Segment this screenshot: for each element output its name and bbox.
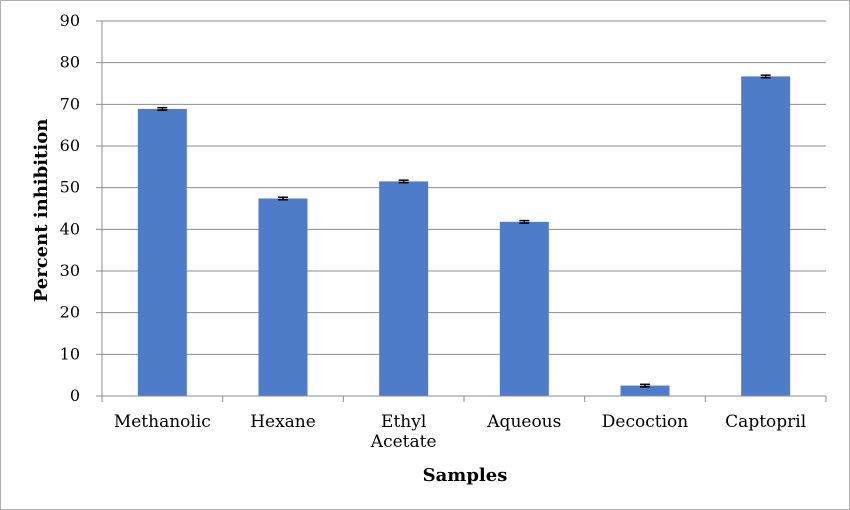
y-tick-label: 90 — [60, 11, 80, 30]
y-tick-label: 10 — [60, 344, 80, 363]
y-tick-label: 20 — [60, 303, 80, 322]
x-tick-label-line: Hexane — [250, 412, 316, 432]
x-tick-label: Methanolic — [114, 412, 211, 432]
y-tick-label: 30 — [60, 261, 80, 280]
x-tick-label-line: Decoction — [602, 412, 688, 432]
y-tick-label: 80 — [60, 53, 80, 72]
x-tick-label: Decoction — [602, 412, 688, 432]
x-tick-label: Aqueous — [486, 412, 561, 432]
bar — [620, 385, 670, 396]
x-tick-label: Ethyl Acetate — [370, 412, 437, 452]
x-axis-title: Samples — [423, 465, 508, 486]
y-tick-label: 60 — [60, 136, 80, 155]
y-tick-label: 70 — [60, 94, 80, 113]
y-tick-label: 0 — [70, 386, 80, 405]
error-bars — [157, 74, 771, 388]
y-tick-labels: 0 10 20 30 40 50 60 70 80 90 — [60, 11, 80, 405]
y-tick-label: 40 — [60, 219, 80, 238]
bar — [258, 198, 308, 396]
bars — [137, 76, 791, 397]
y-tick-label: 50 — [60, 178, 80, 197]
bar — [499, 221, 549, 396]
x-tick-label-line: Ethyl — [381, 412, 426, 432]
axes — [96, 20, 827, 402]
x-tick-labels: Methanolic Hexane Ethyl Acetate Aqueous Decoc… — [114, 412, 806, 452]
x-tick-label-line: Aqueous — [486, 412, 561, 432]
bar — [741, 76, 791, 397]
y-axis-title: Percent inhibition — [31, 119, 52, 303]
bar — [379, 181, 429, 396]
x-tick-label-line: Captopril — [725, 412, 806, 432]
bar — [137, 108, 187, 397]
x-tick-label-line: Acetate — [370, 432, 437, 452]
x-tick-label: Captopril — [725, 412, 806, 432]
x-tick-label-line: Methanolic — [114, 412, 211, 432]
x-tick-label: Hexane — [250, 412, 316, 432]
gridlines — [102, 20, 826, 355]
